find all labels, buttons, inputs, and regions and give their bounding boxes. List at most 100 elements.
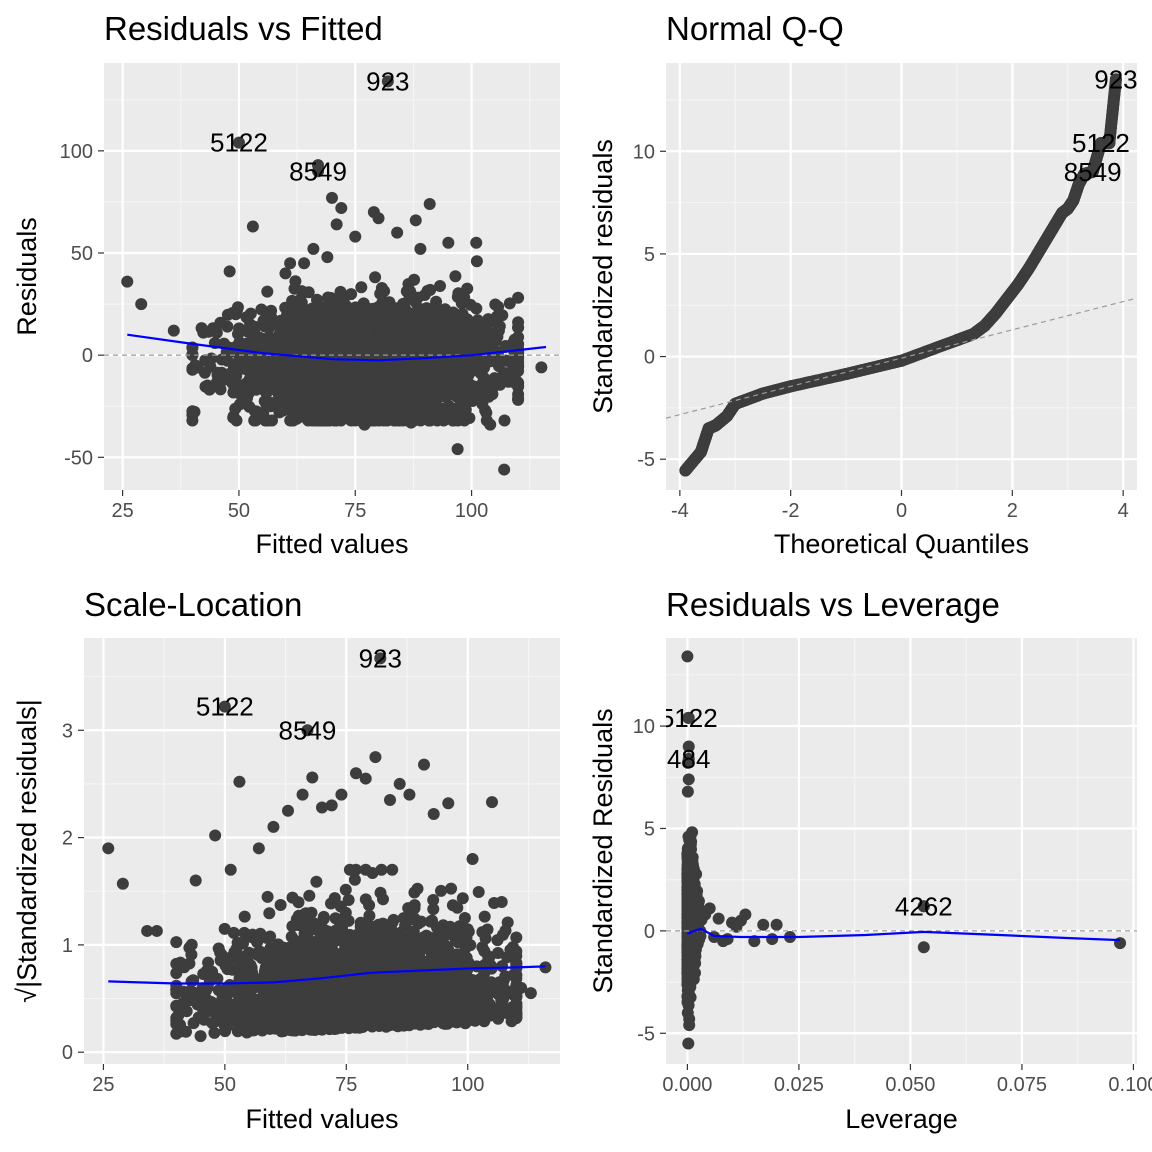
data-point [446,382,458,395]
data-point [1067,194,1080,207]
data-point [484,328,497,341]
data-point [1034,243,1047,256]
data-point [217,374,230,386]
data-point [393,329,406,342]
data-point [456,307,469,320]
data-point [387,367,400,380]
data-point [430,295,443,308]
x-tick-label: 0 [896,500,907,522]
outlier-point [484,418,497,431]
data-point [694,446,707,459]
data-point [386,863,399,876]
data-point [337,373,350,386]
outlier-point [330,218,343,231]
data-point [508,333,521,346]
data-point [241,382,254,395]
x-tick-label: 100 [455,500,488,522]
outlier-point [358,418,371,431]
data-point [221,354,234,367]
x-tick-label: -4 [671,500,689,522]
data-point [322,344,334,357]
data-point [249,414,262,427]
data-point [353,315,365,328]
data-point [967,327,980,340]
data-point [221,308,234,321]
data-point [403,292,416,305]
data-point [355,379,368,392]
data-point [306,336,319,349]
data-point [431,325,444,338]
data-point [289,275,302,288]
data-point [252,362,264,375]
data-point [309,396,322,409]
data-point [740,393,753,406]
data-point [427,394,440,407]
data-point [501,355,514,367]
data-point [512,321,525,334]
data-point [338,340,351,352]
point-label: 923 [366,66,409,96]
data-point [412,310,425,323]
x-tick-label: -2 [782,500,800,522]
data-points [121,75,548,476]
data-point [464,298,477,311]
data-point [266,414,278,427]
data-point [294,355,307,368]
data-point [261,285,274,298]
data-point [425,413,438,426]
data-point [505,375,518,388]
data-point [186,349,199,362]
data-point [408,273,421,286]
data-point [371,377,384,390]
x-tick-label: 50 [228,500,250,522]
data-point [424,283,437,296]
data-point [375,345,388,358]
data-point [263,311,276,323]
data-point [381,312,394,325]
data-point [263,335,276,348]
data-point [224,863,237,876]
data-point [362,325,375,338]
data-point [284,310,297,323]
y-axis-title: Residuals [12,217,42,336]
data-point [342,410,355,423]
data-point [445,330,457,342]
data-point [369,271,382,284]
data-point [197,326,210,339]
data-point [302,286,315,299]
data-point [446,899,459,912]
data-point [434,280,446,292]
x-tick-label: 4 [1118,500,1129,522]
data-point [840,368,853,381]
data-point [339,399,352,412]
outlier-point [498,463,511,476]
data-point [709,419,722,432]
data-point [449,270,462,283]
data-point [329,296,342,309]
point-label: 5122 [1072,128,1130,158]
data-point [470,384,483,397]
data-point [989,307,1002,320]
data-point [227,926,240,939]
outlier-point [335,202,348,215]
data-point [496,960,509,973]
data-point [411,340,424,353]
data-point [471,341,483,354]
labeled-point [1086,165,1099,178]
data-point [488,348,501,361]
data-point [480,406,493,419]
data-point [351,400,363,413]
data-point [383,296,396,309]
data-point [270,384,283,397]
data-point [447,367,460,380]
data-point [1103,137,1116,150]
outlier-point [121,275,134,288]
data-point [729,397,742,410]
data-point [364,367,377,380]
data-point [261,890,274,903]
data-point [499,341,512,353]
